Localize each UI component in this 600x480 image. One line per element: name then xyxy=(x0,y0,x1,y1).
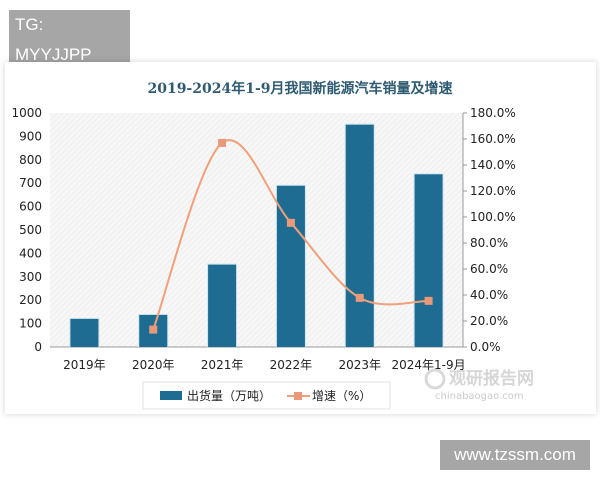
left-tick-label: 400 xyxy=(19,246,42,260)
watermark-name: 观研报告网 xyxy=(448,368,534,389)
right-tick-label: 40.0% xyxy=(470,288,508,302)
left-axis: 0 100 200 300 400 500 600 700 800 900 1000 xyxy=(11,106,42,354)
growth-marker xyxy=(355,293,364,302)
right-tick-label: 100.0% xyxy=(470,210,516,224)
growth-marker xyxy=(286,218,295,227)
plot-area xyxy=(50,113,463,347)
left-tick-label: 600 xyxy=(19,200,42,214)
left-tick-label: 700 xyxy=(19,176,42,190)
bar xyxy=(70,318,99,347)
bottom-watermark-tag: www.tzssm.com xyxy=(440,440,590,470)
right-tick-label: 120.0% xyxy=(470,184,516,198)
bar xyxy=(276,185,305,347)
chart-title: 2019-2024年1-9月我国新能源汽车销量及增速 xyxy=(147,80,452,97)
bar-series xyxy=(69,123,444,347)
left-tick-label: 800 xyxy=(19,153,42,167)
right-tick-label: 80.0% xyxy=(470,236,508,250)
x-tick-label: 2023年 xyxy=(338,358,381,372)
watermark: 观研报告网 chinabaogao.com xyxy=(424,368,534,402)
line-series xyxy=(149,138,433,334)
legend: 出货量（万吨） 增速（%） xyxy=(142,381,391,410)
legend-bar-label: 出货量（万吨） xyxy=(187,388,271,403)
right-tick-label: 160.0% xyxy=(470,132,516,146)
left-tick-label: 500 xyxy=(19,223,42,237)
x-tick-label: 2019年 xyxy=(63,358,106,372)
left-tick-label: 900 xyxy=(19,129,42,143)
legend-bar-swatch xyxy=(160,391,182,400)
right-tick-label: 20.0% xyxy=(470,314,508,328)
bar xyxy=(208,264,237,347)
x-tick-label: 2021年 xyxy=(201,358,244,372)
watermark-url: chinabaogao.com xyxy=(435,391,524,402)
legend-line-label: 增速（%） xyxy=(312,389,371,403)
x-tick-label: 2024年1-9月 xyxy=(392,358,466,372)
x-axis: 2019年 2020年 2021年 2022年 2023年 2024年1-9月 xyxy=(50,346,466,372)
growth-line xyxy=(152,139,429,330)
right-tick-label: 140.0% xyxy=(470,158,516,172)
growth-marker xyxy=(218,138,227,147)
growth-marker xyxy=(424,296,433,305)
growth-marker xyxy=(149,325,158,334)
right-tick-label: 60.0% xyxy=(470,262,508,276)
left-tick-label: 100 xyxy=(19,317,42,331)
left-tick-label: 1000 xyxy=(11,106,42,120)
top-watermark-tag: TG: MYYJJPP xyxy=(9,10,130,70)
left-tick-label: 0 xyxy=(34,340,42,354)
bar xyxy=(345,124,374,347)
x-tick-label: 2022年 xyxy=(270,358,313,372)
right-tick-label: 180.0% xyxy=(470,106,516,120)
left-tick-label: 300 xyxy=(19,270,42,284)
right-axis: 0.0% 20.0% 40.0% 60.0% 80.0% 100.0% 120.0% 140.… xyxy=(462,106,516,354)
bar xyxy=(414,174,443,347)
x-tick-label: 2020年 xyxy=(132,358,175,372)
right-tick-label: 0.0% xyxy=(470,340,501,354)
left-tick-label: 200 xyxy=(19,293,42,307)
